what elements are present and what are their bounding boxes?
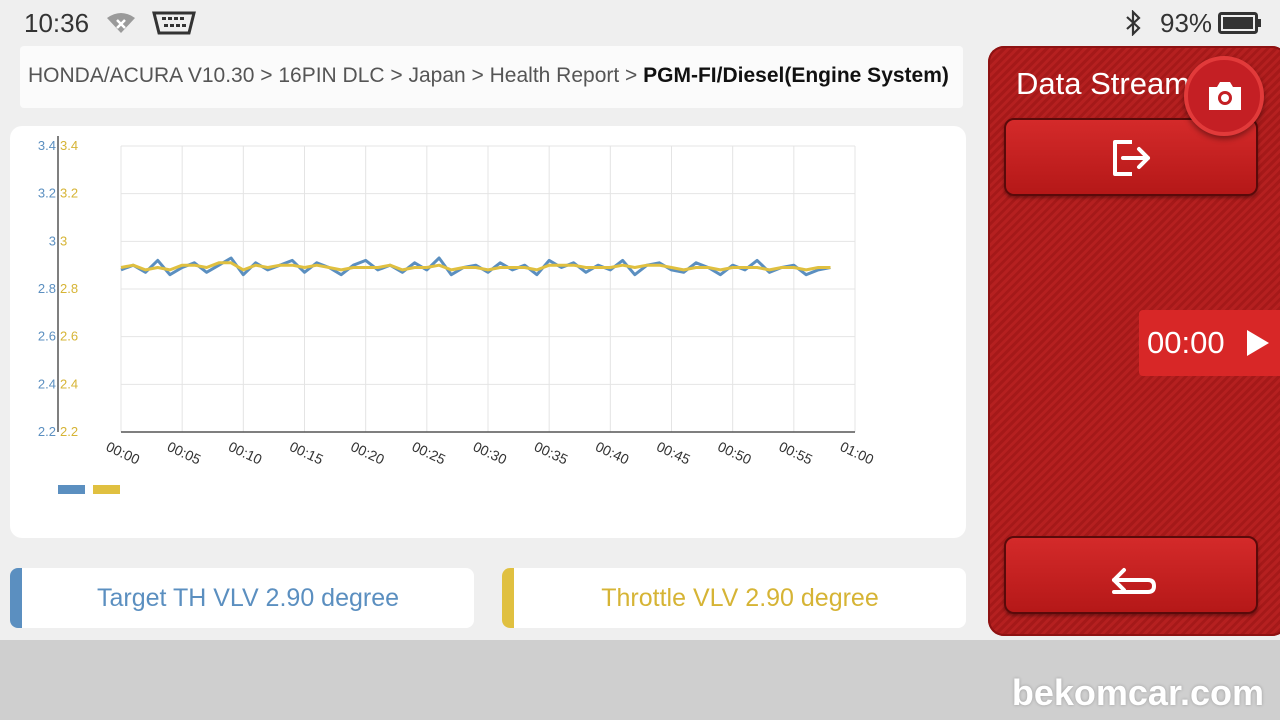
x-tick-label: 00:50 [715, 438, 754, 467]
camera-icon [1209, 82, 1241, 110]
y-tick-label: 3.4 [38, 138, 56, 153]
bluetooth-icon [1126, 10, 1141, 36]
record-timer-button[interactable]: 00:00 [1139, 310, 1280, 376]
x-tick-label: 00:15 [287, 438, 326, 467]
panel-title: Data Stream [1016, 66, 1191, 101]
status-bar: 10:36 93% [0, 0, 1280, 46]
reading-color-bar [502, 568, 514, 628]
y-tick-label: 2.8 [60, 281, 78, 296]
x-tick-label: 00:00 [104, 438, 143, 467]
reading-color-bar [10, 568, 22, 628]
battery-icon [1218, 12, 1261, 34]
breadcrumb-path: HONDA/ACURA V10.30 > 16PIN DLC > Japan >… [28, 64, 644, 87]
series-line-2 [120, 261, 831, 272]
x-tick-label: 00:05 [165, 438, 204, 467]
obd-connector-icon [152, 11, 196, 35]
reading-target-th-vlv[interactable]: Target TH VLV 2.90 degree [10, 568, 474, 628]
reading-throttle-vlv[interactable]: Throttle VLV 2.90 degree [502, 568, 966, 628]
play-icon [1247, 330, 1269, 356]
reading-label: Target TH VLV 2.90 degree [96, 584, 400, 612]
y-tick-label: 3 [60, 233, 67, 248]
chart-card: 3.4 3.4 3.2 3.2 3 3 2.8 2.8 2.6 2.6 2.4 2.4 2.2 2.2 00… [10, 126, 966, 538]
y-tick-label: 3.2 [38, 186, 56, 201]
x-tick-label: 00:25 [410, 438, 449, 467]
legend-swatch-1 [58, 485, 85, 494]
y-tick-label: 2.4 [60, 376, 78, 391]
y-tick-label: 3.4 [60, 138, 78, 153]
y-tick-label: 2.2 [60, 424, 78, 439]
timer-text: 00:00 [1147, 325, 1225, 360]
reading-label: Throttle VLV 2.90 degree [601, 584, 879, 612]
status-time: 10:36 [24, 8, 90, 38]
x-tick-label: 00:10 [226, 438, 265, 467]
x-tick-label: 00:40 [593, 438, 632, 467]
y-tick-label: 3 [49, 233, 56, 248]
y-tick-label: 2.6 [60, 329, 78, 344]
x-tick-label: 00:45 [654, 438, 693, 467]
y-tick-label: 2.8 [38, 281, 56, 296]
x-tick-label: 01:00 [838, 438, 877, 467]
y-tick-label: 2.2 [38, 424, 56, 439]
battery-percentage: 93% [1160, 8, 1213, 38]
bottom-area [0, 640, 1280, 720]
back-icon [1112, 568, 1156, 594]
y-tick-label: 2.6 [38, 329, 56, 344]
back-button[interactable] [1004, 536, 1258, 614]
breadcrumb: HONDA/ACURA V10.30 > 16PIN DLC > Japan >… [20, 46, 963, 108]
watermark: bekomcar.com [1011, 672, 1264, 713]
x-tick-label: 00:20 [348, 438, 387, 467]
line-chart: 3.4 3.4 3.2 3.2 3 3 2.8 2.8 2.6 2.6 2.4 2.4 2.2 2.2 00… [38, 136, 877, 494]
wifi-icon [107, 13, 135, 33]
y-tick-label: 2.4 [38, 376, 56, 391]
x-tick-label: 00:35 [532, 438, 571, 467]
y-tick-label: 3.2 [60, 186, 78, 201]
breadcrumb-current: PGM-FI/Diesel(Engine System) [643, 64, 949, 87]
x-tick-label: 00:30 [471, 438, 510, 467]
x-tick-label: 00:55 [777, 438, 816, 467]
side-panel: Data Stream [988, 46, 1280, 636]
export-icon [1113, 140, 1150, 176]
legend-swatch-2 [93, 485, 120, 494]
screenshot-camera-button[interactable] [1184, 56, 1264, 136]
